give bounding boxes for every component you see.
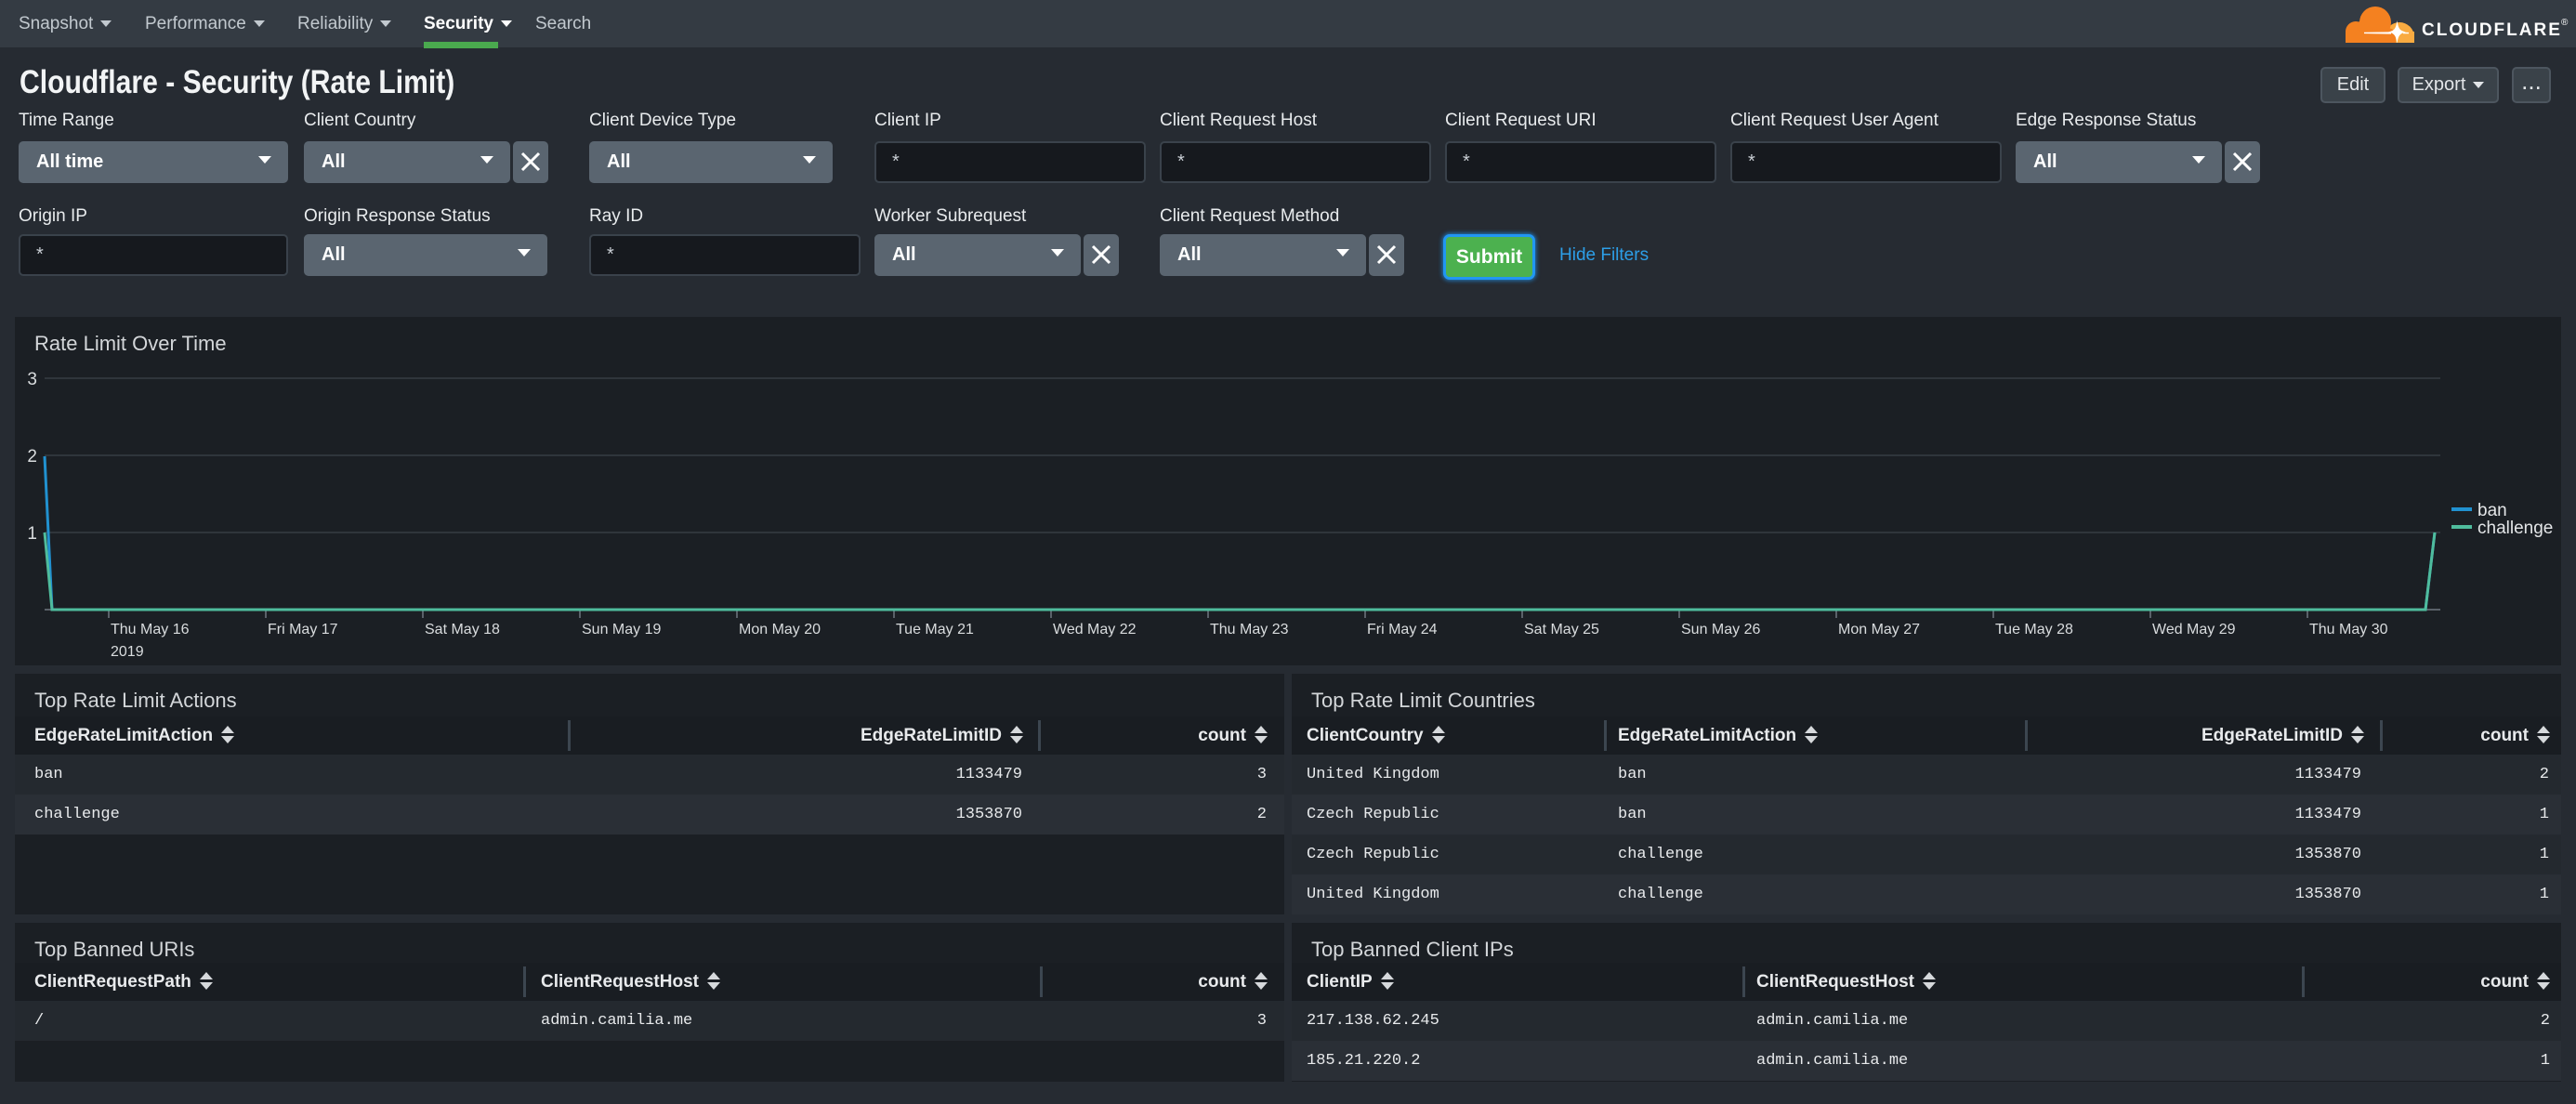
svg-text:challenge: challenge (2477, 519, 2553, 538)
svg-text:1: 1 (27, 524, 37, 544)
svg-text:Mon May 20: Mon May 20 (739, 622, 821, 637)
svg-text:Fri May 17: Fri May 17 (268, 622, 338, 637)
svg-text:2019: 2019 (111, 644, 144, 660)
svg-text:ban: ban (2477, 501, 2507, 520)
svg-text:Fri May 24: Fri May 24 (1367, 622, 1438, 637)
svg-text:Tue May 21: Tue May 21 (896, 622, 974, 637)
svg-text:Thu May 30: Thu May 30 (2309, 622, 2388, 637)
svg-text:Sun May 19: Sun May 19 (582, 622, 661, 637)
svg-text:Wed May 22: Wed May 22 (1053, 622, 1137, 637)
svg-text:Thu May 23: Thu May 23 (1210, 622, 1289, 637)
svg-text:Wed May 29: Wed May 29 (2152, 622, 2236, 637)
svg-text:2: 2 (27, 447, 37, 467)
svg-text:Sun May 26: Sun May 26 (1681, 622, 1760, 637)
svg-text:Mon May 27: Mon May 27 (1838, 622, 1920, 637)
svg-text:Tue May 28: Tue May 28 (1995, 622, 2073, 637)
svg-text:Thu May 16: Thu May 16 (111, 622, 190, 637)
svg-text:Sat May 18: Sat May 18 (425, 622, 500, 637)
svg-text:3: 3 (27, 370, 37, 389)
svg-text:Sat May 25: Sat May 25 (1524, 622, 1599, 637)
